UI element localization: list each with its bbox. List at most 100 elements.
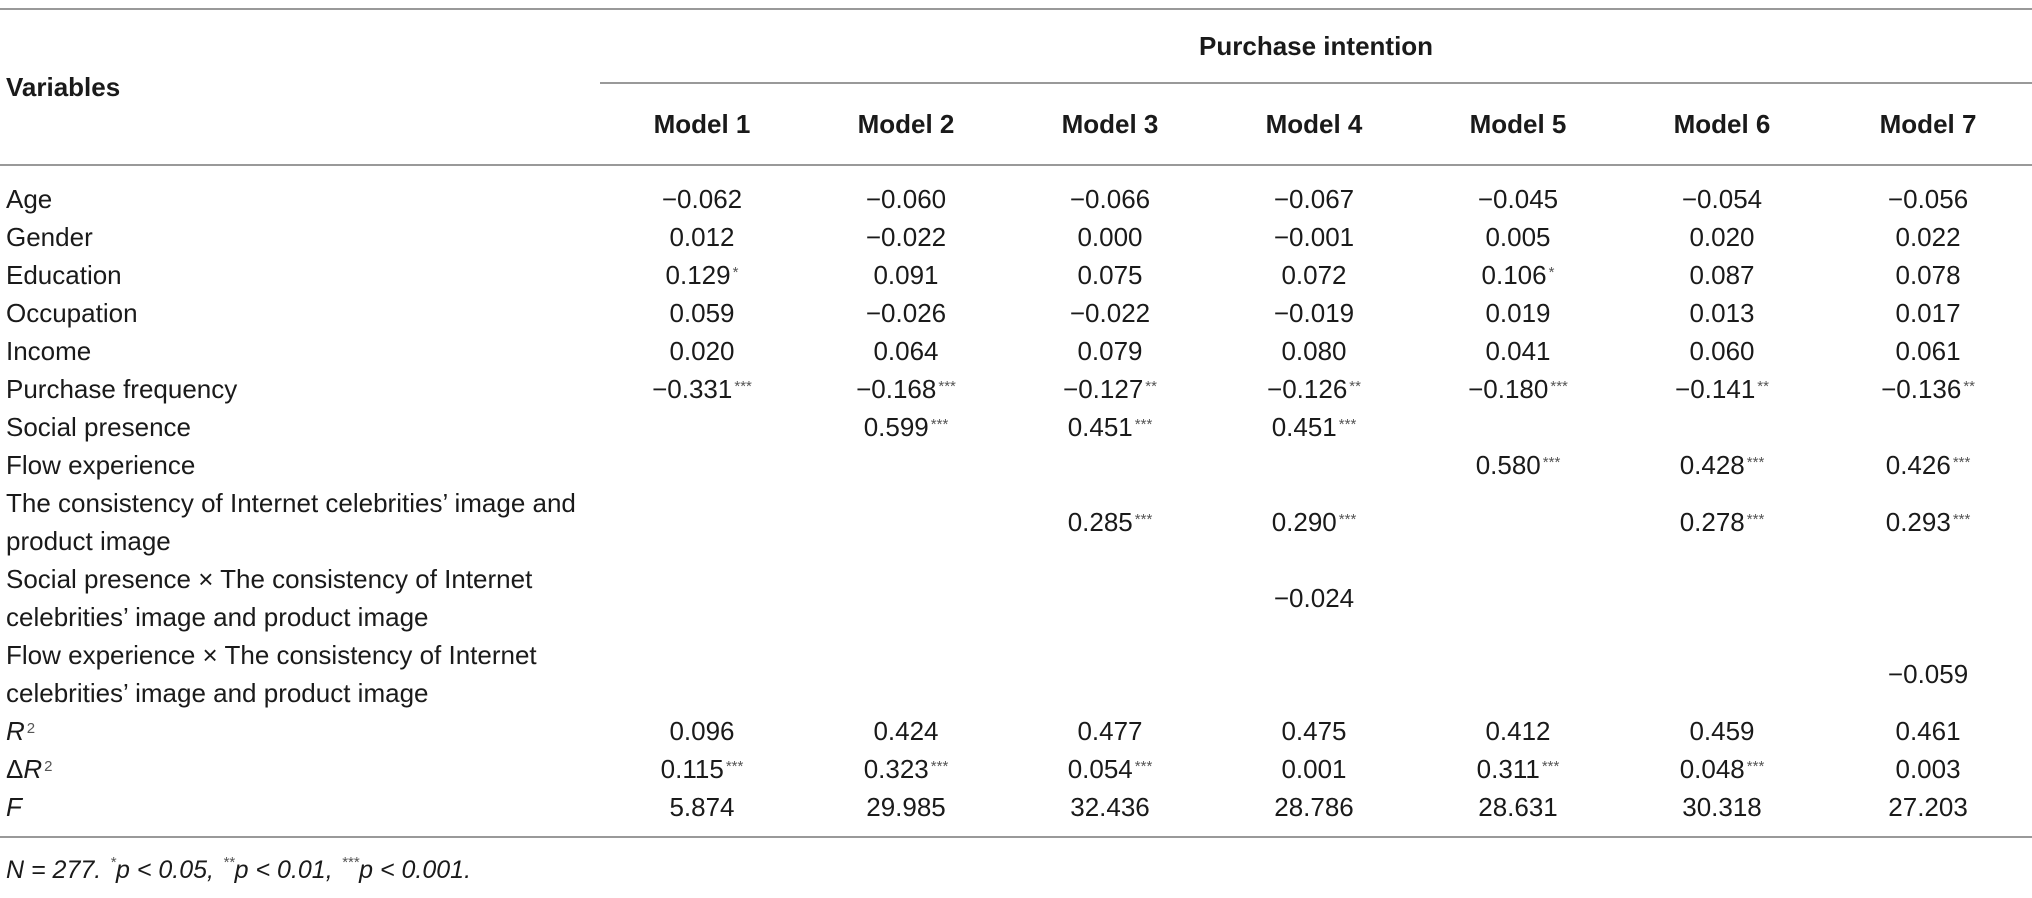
stat-symbol: F	[6, 792, 22, 822]
significance-marker: **	[1349, 378, 1361, 395]
value-cell-model-4: 0.451 ***	[1212, 408, 1416, 446]
value-cell-model-2: 0.091	[804, 256, 1008, 294]
coefficient-value: 0.461	[1895, 716, 1961, 746]
value-cell-model-6: 0.087	[1620, 256, 1824, 294]
coefficient-value: 0.064	[873, 336, 939, 366]
footnote-p2: p < 0.01,	[234, 856, 340, 884]
stat-superscript: 2	[44, 758, 53, 775]
value-cell-model-7: 0.017	[1824, 294, 2032, 332]
regression-table: Variables Purchase intention Model 1 Mode…	[0, 8, 2032, 838]
table-row: Income 0.020 0.064 0.079 0.080 0.041 0.060 0.06…	[0, 332, 2032, 370]
coefficient-value: 0.019	[1485, 298, 1551, 328]
value-cell-model-5: 0.311 ***	[1416, 750, 1620, 788]
value-cell-model-4: 0.290 ***	[1212, 484, 1416, 560]
value-cell-model-4: −0.126 **	[1212, 370, 1416, 408]
value-cell-model-5	[1416, 636, 1620, 712]
value-cell-model-1: 0.020	[600, 332, 804, 370]
value-cell-model-7: −0.136 **	[1824, 370, 2032, 408]
significance-marker: ***	[930, 416, 949, 433]
table-row: Age −0.062 −0.060 −0.066 −0.067 −0.045 −0.054 −…	[0, 165, 2032, 218]
coefficient-value: 0.477	[1077, 716, 1143, 746]
stat-prefix: Δ	[6, 754, 24, 784]
value-cell-model-6	[1620, 636, 1824, 712]
value-cell-model-7: −0.059	[1824, 636, 2032, 712]
coefficient-value: 0.075	[1077, 260, 1143, 290]
value-cell-model-7: 0.022	[1824, 218, 2032, 256]
coefficient-value: 0.451	[1271, 412, 1337, 442]
coefficient-value: 0.061	[1895, 336, 1961, 366]
coefficient-value: −0.136	[1881, 374, 1962, 404]
coefficient-value: −0.024	[1273, 583, 1355, 613]
value-cell-model-7: 0.426 ***	[1824, 446, 2032, 484]
value-cell-model-3: −0.022	[1008, 294, 1212, 332]
coefficient-value: 0.412	[1485, 716, 1551, 746]
value-cell-model-1	[600, 636, 804, 712]
value-cell-model-2: 0.424	[804, 712, 1008, 750]
coefficient-value: 0.459	[1689, 716, 1755, 746]
value-cell-model-6: 0.048 ***	[1620, 750, 1824, 788]
significance-marker: ***	[930, 758, 949, 775]
significance-marker: ***	[1746, 758, 1765, 775]
coefficient-value: 0.060	[1689, 336, 1755, 366]
table-row: Social presence × The consistency of Int…	[0, 560, 2032, 636]
coefficient-value: −0.141	[1675, 374, 1756, 404]
value-cell-model-2: −0.060	[804, 165, 1008, 218]
value-cell-model-3: 0.285 ***	[1008, 484, 1212, 560]
stat-row: F 5.874 29.985 32.436 28.786 28.631 30.318 27.2…	[0, 788, 2032, 838]
significance-marker: ***	[1952, 511, 1971, 528]
table-row: Social presence 0.599 *** 0.451 *** 0.451 ***	[0, 408, 2032, 446]
coefficient-value: 0.428	[1679, 450, 1745, 480]
value-cell-model-1: 5.874	[600, 788, 804, 838]
stat-row: R 2 0.096 0.424 0.477 0.475 0.412 0.459 0.461	[0, 712, 2032, 750]
value-cell-model-2	[804, 484, 1008, 560]
value-cell-model-1: 0.012	[600, 218, 804, 256]
coefficient-value: 0.426	[1885, 450, 1951, 480]
variable-label: Education	[6, 260, 122, 290]
significance-marker: ***	[1542, 454, 1561, 471]
footnote-p3: p < 0.001.	[359, 856, 472, 884]
coefficient-value: 0.580	[1475, 450, 1541, 480]
stat-label: ΔR 2	[0, 750, 600, 788]
value-cell-model-6: 0.278 ***	[1620, 484, 1824, 560]
value-cell-model-3: 0.054 ***	[1008, 750, 1212, 788]
value-cell-model-4: 0.080	[1212, 332, 1416, 370]
coefficient-value: 0.041	[1485, 336, 1551, 366]
value-cell-model-3: −0.127 **	[1008, 370, 1212, 408]
table-body: Age −0.062 −0.060 −0.066 −0.067 −0.045 −0.054 −…	[0, 165, 2032, 838]
coefficient-value: −0.022	[865, 222, 947, 252]
coefficient-value: −0.127	[1063, 374, 1144, 404]
significance-marker: **	[1145, 378, 1157, 395]
model-header-5: Model 5	[1416, 83, 1620, 166]
coefficient-value: −0.001	[1273, 222, 1355, 252]
value-cell-model-6: 30.318	[1620, 788, 1824, 838]
table-footnote: N = 277. *p < 0.05, **p < 0.01, ***p < 0…	[6, 854, 472, 885]
coefficient-value: 30.318	[1682, 792, 1762, 822]
significance-marker: *	[1548, 264, 1555, 281]
value-cell-model-5	[1416, 560, 1620, 636]
value-cell-model-5: 0.005	[1416, 218, 1620, 256]
variable-label: Social presence × The consistency of Int…	[6, 564, 533, 632]
coefficient-value: 0.059	[669, 298, 735, 328]
coefficient-value: 5.874	[669, 792, 735, 822]
value-cell-model-6	[1620, 560, 1824, 636]
coefficient-value: 28.631	[1478, 792, 1558, 822]
coefficient-value: 0.003	[1895, 754, 1961, 784]
value-cell-model-1	[600, 484, 804, 560]
value-cell-model-4	[1212, 636, 1416, 712]
coefficient-value: 0.091	[873, 260, 939, 290]
value-cell-model-4: 0.001	[1212, 750, 1416, 788]
coefficient-value: 0.017	[1895, 298, 1961, 328]
value-cell-model-3: 0.079	[1008, 332, 1212, 370]
value-cell-model-7: 0.078	[1824, 256, 2032, 294]
significance-marker: ***	[1746, 511, 1765, 528]
value-cell-model-4: 0.072	[1212, 256, 1416, 294]
value-cell-model-2: 0.599 ***	[804, 408, 1008, 446]
table-row: Purchase frequency −0.331 *** −0.168 *** −0.1…	[0, 370, 2032, 408]
significance-marker: ***	[1338, 416, 1357, 433]
coefficient-value: 0.072	[1281, 260, 1347, 290]
value-cell-model-4: −0.001	[1212, 218, 1416, 256]
coefficient-value: 0.080	[1281, 336, 1347, 366]
coefficient-value: −0.180	[1468, 374, 1549, 404]
footnote-sup-2: **	[222, 854, 235, 871]
